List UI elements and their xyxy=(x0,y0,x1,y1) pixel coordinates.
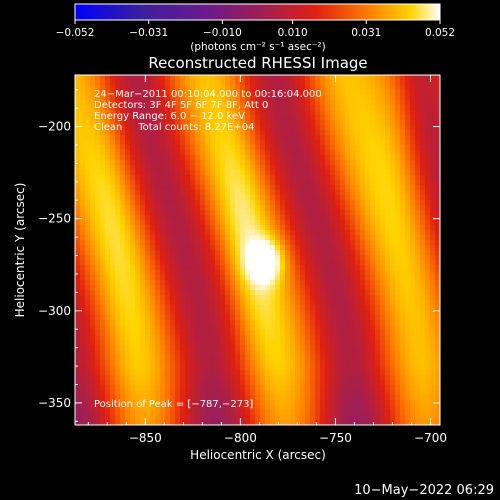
heatmap-image xyxy=(75,75,440,425)
annotation-energy-range: Energy Range: 6.0 − 12.0 keV xyxy=(94,111,245,122)
colorbar-tick-label: 0.010 xyxy=(278,27,308,39)
x-tick-label: −850 xyxy=(129,431,162,445)
colorbar-tick-label: −0.031 xyxy=(129,27,168,39)
y-axis-ticks: −200 −250 −300 −350 xyxy=(38,89,440,422)
y-tick-label: −250 xyxy=(38,212,71,226)
peak-position-label: Position of Peak = [−787,−273] xyxy=(94,399,253,410)
colorbar-ticks: −0.052 −0.031 −0.010 0.010 0.031 0.052 xyxy=(56,20,455,39)
plot-frame xyxy=(74,74,441,426)
colorbar xyxy=(74,3,441,21)
x-axis-ticks: −850 −800 −750 −700 xyxy=(87,75,447,445)
x-tick-label: −750 xyxy=(319,431,352,445)
x-tick-label: −700 xyxy=(414,431,447,445)
y-tick-label: −300 xyxy=(38,304,71,318)
y-tick-label: −200 xyxy=(38,120,71,134)
footer-timestamp: 10−May−2022 06:29 xyxy=(354,483,494,498)
y-axis-label: Heliocentric Y (arcsec) xyxy=(13,183,27,318)
colorbar-units: (photons cm⁻² s⁻¹ asec⁻²) xyxy=(190,41,325,53)
y-tick-label: −350 xyxy=(38,396,71,410)
colorbar-tick-label: −0.052 xyxy=(56,27,95,39)
chart-title: Reconstructed RHESSI Image xyxy=(148,54,367,72)
annotation-detectors: Detectors: 3F 4F 5F 6F 7F 8F, Att 0 xyxy=(94,100,268,111)
x-axis-label: Heliocentric X (arcsec) xyxy=(190,448,326,462)
colorbar-tick-label: −0.010 xyxy=(203,27,242,39)
annotation-clean-counts: Clean Total counts: 8.27E+04 xyxy=(94,122,254,133)
x-tick-label: −800 xyxy=(224,431,257,445)
colorbar-tick-label: 0.052 xyxy=(425,27,455,39)
annotation-time-range: 24−Mar−2011 00:10:04.000 to 00:16:04.000 xyxy=(94,89,322,100)
colorbar-tick-label: 0.031 xyxy=(351,27,381,39)
